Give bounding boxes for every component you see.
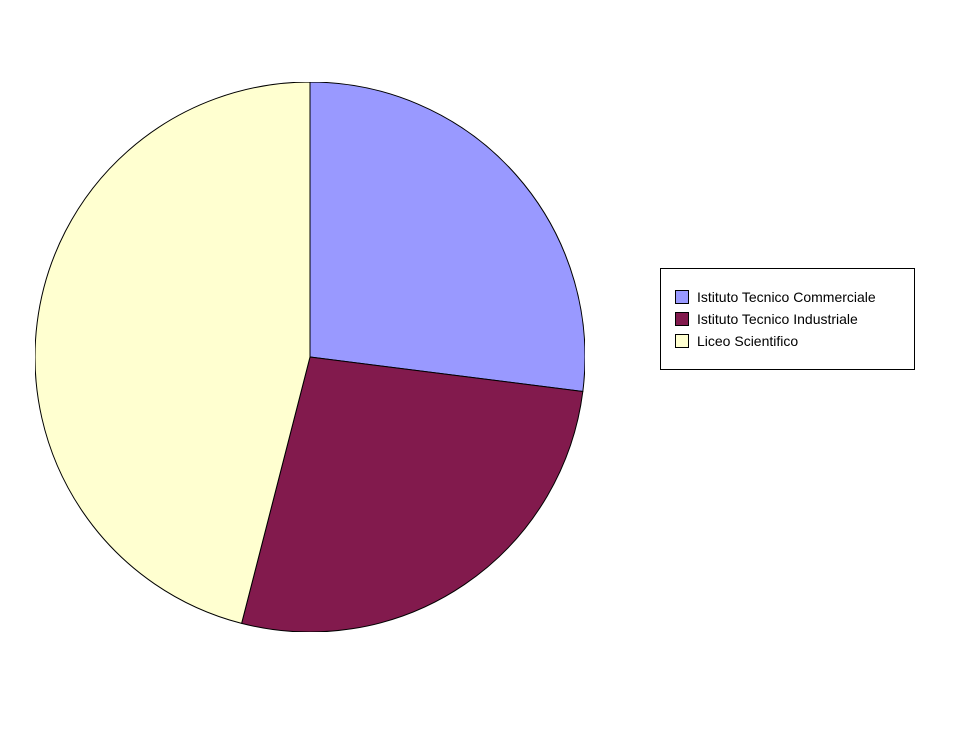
pie-slice-0: [310, 82, 585, 391]
legend-label: Liceo Scientifico: [697, 333, 798, 349]
chart-area: Istituto Tecnico Commerciale Istituto Tec…: [0, 0, 970, 738]
legend-label: Istituto Tecnico Industriale: [697, 311, 858, 327]
pie-chart: [35, 82, 585, 632]
legend-swatch-icon: [675, 312, 689, 326]
legend-item-1: Istituto Tecnico Industriale: [675, 311, 898, 327]
legend-swatch-icon: [675, 334, 689, 348]
legend: Istituto Tecnico Commerciale Istituto Tec…: [660, 268, 915, 370]
legend-item-0: Istituto Tecnico Commerciale: [675, 289, 898, 305]
legend-swatch-icon: [675, 290, 689, 304]
legend-item-2: Liceo Scientifico: [675, 333, 898, 349]
legend-label: Istituto Tecnico Commerciale: [697, 289, 876, 305]
